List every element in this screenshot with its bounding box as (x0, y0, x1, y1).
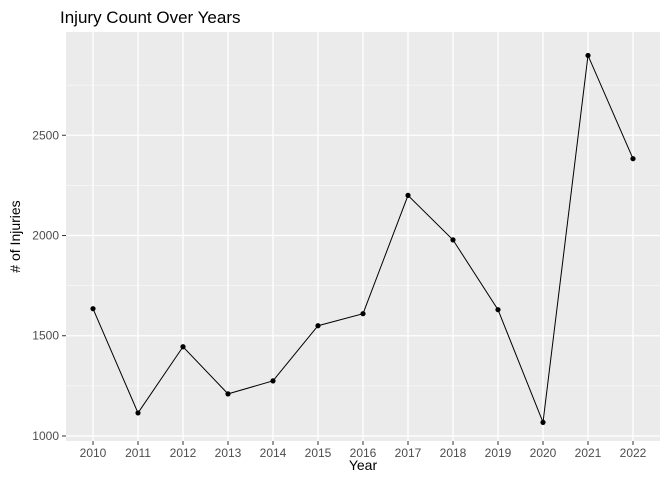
y-tick-label: 1500 (32, 329, 59, 343)
x-tick-label: 2020 (530, 446, 557, 460)
x-tick-label: 2012 (170, 446, 197, 460)
y-axis-title: # of Injuries (7, 200, 23, 272)
chart-title: Injury Count Over Years (60, 8, 240, 27)
y-tick-label: 2000 (32, 228, 59, 242)
x-tick-label: 2014 (260, 446, 287, 460)
data-point (630, 156, 636, 162)
x-axis: 2010 2011 2012 2013 2014 2015 2016 2017 2018 2019… (80, 441, 647, 460)
data-point (405, 192, 411, 198)
x-tick-label: 2018 (440, 446, 467, 460)
x-tick-label: 2015 (305, 446, 332, 460)
data-point (585, 52, 591, 59)
x-tick-label: 2017 (395, 446, 422, 460)
x-tick-label: 2016 (350, 446, 377, 460)
x-tick-label: 2011 (125, 446, 151, 460)
y-tick-label: 1000 (32, 429, 59, 443)
data-point (225, 391, 231, 397)
data-point (315, 323, 321, 329)
data-point (450, 237, 456, 243)
x-tick-label: 2013 (215, 446, 242, 460)
grid-major (66, 32, 660, 441)
x-tick-label: 2021 (575, 446, 602, 460)
data-point (360, 311, 366, 317)
x-tick-label: 2019 (485, 446, 512, 460)
data-point (90, 306, 96, 312)
y-tick-label: 2500 (32, 128, 59, 142)
y-axis: 1000 1500 2000 2500 (32, 128, 66, 443)
x-axis-title: Year (349, 457, 378, 473)
x-tick-label: 2010 (80, 446, 107, 460)
series-layer (90, 52, 636, 425)
data-point (495, 307, 501, 313)
data-point (540, 419, 546, 425)
data-point (180, 344, 186, 350)
x-tick-label: 2022 (620, 446, 647, 460)
data-point (270, 378, 276, 384)
data-point (135, 410, 141, 416)
